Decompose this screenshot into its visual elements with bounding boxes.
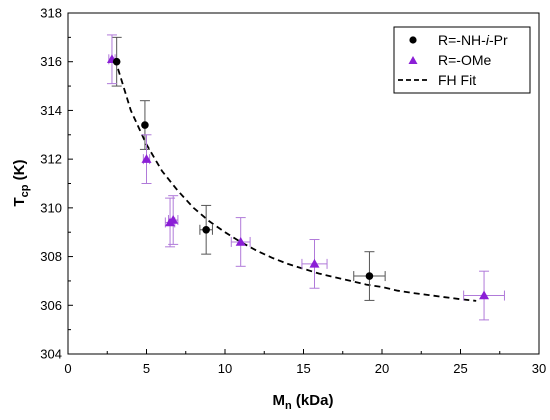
ome-point [168,215,179,224]
ome-point [479,290,490,300]
legend: R=-NH-i-Pr R=-OMe FH Fit [393,26,531,94]
ome-point [141,154,152,163]
ome-point [235,236,246,246]
legend-label-nh-ipr: R=-NH-i-Pr [438,32,508,48]
fh-fit-line [114,59,477,302]
ome-point [309,258,320,268]
x-tick-label: 25 [453,361,467,376]
y-axis-title: Tcp (K) [11,159,31,206]
x-tick-label: 10 [218,361,232,376]
x-tick-label: 30 [532,361,546,376]
y-tick-label: 310 [40,200,62,215]
x-tick-label: 15 [296,361,310,376]
y-tick-label: 304 [40,347,62,362]
y-axis: 304 306 308 310 312 314 316 318 [40,6,73,362]
nh-ipr-point [141,121,149,129]
legend-box [393,26,531,94]
nh-ipr-point [365,272,374,280]
fit-layer [114,59,477,302]
y-tick-label: 318 [40,6,62,21]
legend-marker-circle [409,36,417,44]
y-tick-label: 306 [40,298,62,313]
legend-label-ome: R=-OMe [438,52,492,68]
x-tick-label: 20 [375,361,389,376]
data-points [106,54,490,300]
nh-ipr-point [112,57,121,66]
legend-label-fh-fit: FH Fit [438,72,476,88]
x-tick-label: 0 [64,361,71,376]
x-axis-title: Mn (kDa) [273,392,334,412]
y-tick-label: 314 [40,103,62,118]
x-tick-label: 5 [143,361,150,376]
y-tick-label: 312 [40,152,62,167]
x-axis: 0 5 10 15 20 25 30 [64,349,546,376]
y-tick-label: 316 [40,54,62,69]
legend-marker-triangle [408,56,418,64]
nh-ipr-point [202,225,210,234]
y-tick-label: 308 [40,249,62,264]
